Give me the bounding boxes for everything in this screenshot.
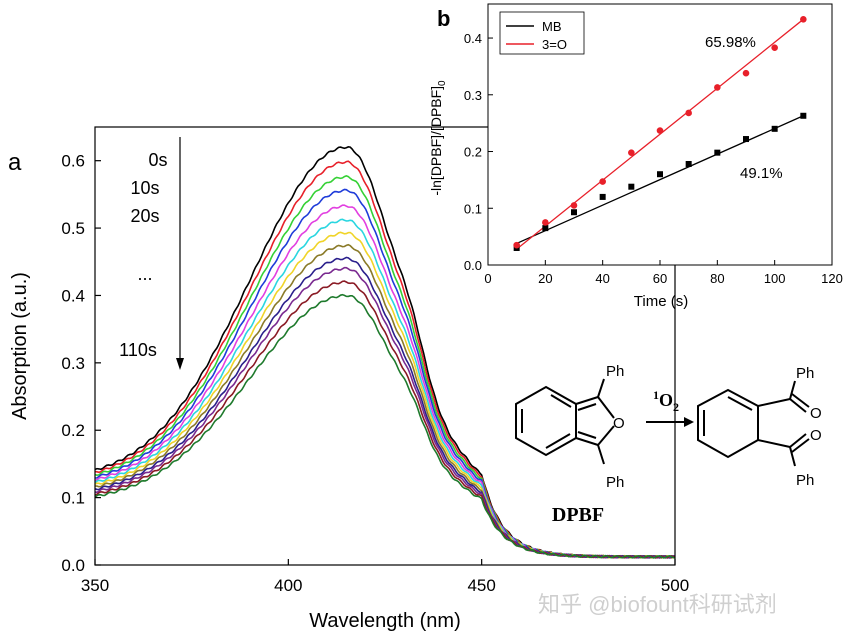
panel-a-y-ticks: 0.0 0.1 0.2 0.3 0.4 0.5 0.6 (61, 152, 101, 575)
panel-a: 350 400 450 500 0.00.10.20.30.40.50.6 a Wav… (8, 126, 689, 632)
panel-b-y-ticks: 0.0 0.1 0.2 0.3 0.4 (464, 31, 493, 273)
panel-a-x-ticks: 350 400 450 500 (81, 559, 689, 595)
data-point-3o (570, 202, 578, 209)
panel-b-label: b (437, 6, 450, 31)
singlet-oxygen-label: 1O2 (653, 388, 679, 414)
panel-b-y-axis-label: -ln[DPBF]/[DPBF]0 (428, 80, 448, 196)
data-point-mb (771, 125, 778, 132)
data-point-3o (714, 84, 721, 91)
panel-a-y-tick-label: 0.5 (61, 219, 85, 238)
watermark: 知乎 @biofount科研试剂 (538, 592, 777, 617)
time-label-1: 10s (130, 178, 159, 198)
panel-a-y-tick-label: 0.0 (61, 556, 85, 575)
singlet-oxygen-symbol: O (659, 390, 673, 410)
data-point-mb (685, 161, 692, 168)
panel-b-y-tick-label: 0.2 (464, 145, 482, 160)
panel-b-legend: MB 3=O (499, 11, 585, 55)
panel-b-x-tick-label: 60 (653, 271, 667, 286)
spectrum-curve-10 (94, 280, 676, 559)
panel-a-y-tick-label: 0.2 (61, 421, 85, 440)
data-point-mb (599, 193, 606, 200)
scheme-labels: Ph Ph O DPBF 1O2 Ph Ph O O (552, 363, 822, 526)
reaction-scheme (515, 378, 810, 467)
panel-a-y-tick-label: 0.3 (61, 354, 85, 373)
panel-b-x-tick-label: 40 (595, 271, 609, 286)
panel-b-x-axis-label: Time (s) (634, 293, 688, 310)
product-ph-top: Ph (796, 365, 814, 382)
data-point-3o (513, 241, 520, 249)
panel-a-x-tick-label: 500 (661, 576, 689, 595)
legend-label-mb: MB (542, 19, 562, 34)
product-ph-bottom: Ph (796, 472, 814, 489)
product-carbonyl-o-bottom: O (810, 427, 822, 444)
data-point-mb (800, 112, 807, 119)
data-point-mb (628, 183, 635, 190)
panel-b-y-tick-label: 0.3 (464, 88, 482, 103)
product-carbonyl-o-top: O (810, 405, 822, 422)
time-label-0: 0s (148, 150, 167, 170)
singlet-oxygen-superscript: 1 (653, 388, 659, 402)
panel-b-x-ticks: 0 20 40 60 80 100 120 (484, 260, 843, 286)
reaction-arrow (646, 417, 694, 427)
data-point-3o (599, 178, 606, 185)
singlet-oxygen-subscript: 2 (673, 400, 679, 414)
data-point-3o (800, 16, 807, 23)
panel-a-y-tick-label: 0.1 (61, 489, 85, 508)
legend-box (499, 11, 585, 55)
spectrum-curve-11 (94, 293, 676, 559)
panel-a-label: a (8, 149, 22, 176)
time-label-4: 110s (119, 340, 157, 360)
panel-b-x-tick-label: 0 (484, 271, 491, 286)
dpbf-structure (515, 378, 615, 465)
data-point-mb (542, 225, 549, 232)
data-point-3o (685, 109, 692, 117)
panel-a-x-axis-label: Wavelength (nm) (309, 610, 461, 632)
panel-a-x-tick-label: 350 (81, 576, 109, 595)
time-arrow (176, 137, 184, 370)
fit-line-0 (516, 115, 804, 245)
kinetics-points (513, 16, 807, 251)
spectra-curves (94, 146, 676, 559)
panel-a-y-tick-label: 0.4 (61, 286, 85, 305)
panel-b-y-tick-label: 0.1 (464, 201, 482, 216)
panel-b-y-tick-label: 0.4 (464, 31, 482, 46)
panel-b-x-tick-label: 100 (764, 271, 786, 286)
data-point-3o (656, 127, 664, 134)
panel-a-y-axis-label: Absorption (a.u.) (9, 272, 31, 420)
panel-a-x-tick-label: 450 (467, 576, 495, 595)
time-label-2: 20s (130, 206, 159, 226)
data-point-mb (743, 136, 749, 143)
panel-b-y-axis-label-subscript: 0 (437, 80, 448, 86)
kinetics-fits (516, 18, 804, 250)
panel-b-x-tick-label: 20 (538, 271, 552, 286)
data-point-3o (771, 44, 778, 51)
panel-b: 0 20 40 60 80 100 120 0.0 0.1 0.2 0.3 0.4 b Time (… (428, 3, 843, 310)
data-point-mb (714, 149, 721, 156)
data-point-mb (571, 209, 577, 216)
time-label-3: ... (137, 264, 152, 284)
panel-a-plot-frame (94, 126, 676, 566)
data-point-3o (742, 69, 750, 77)
panel-b-x-tick-label: 80 (710, 271, 724, 286)
annotation-mb-efficiency: 49.1% (740, 165, 783, 182)
data-point-3o (542, 219, 549, 226)
dpbf-name: DPBF (552, 504, 604, 526)
product-structure (697, 380, 810, 467)
dpbf-furan-oxygen: O (613, 415, 625, 432)
panel-a-y-tick-label: 0.6 (61, 152, 85, 171)
panel-b-y-axis-label-main: -ln[DPBF]/[DPBF] (428, 86, 444, 196)
dpbf-ph-bottom: Ph (606, 474, 624, 491)
panel-b-x-tick-label: 120 (821, 271, 843, 286)
dpbf-ph-top: Ph (606, 363, 624, 380)
legend-label-3o: 3=O (542, 37, 567, 52)
annotation-3o-efficiency: 65.98% (705, 34, 756, 51)
data-point-3o (628, 149, 635, 156)
fit-line-1 (516, 18, 804, 250)
data-point-mb (657, 171, 663, 178)
panel-b-y-tick-label: 0.0 (464, 258, 482, 273)
panel-a-x-tick-label: 400 (274, 576, 302, 595)
svg-text:-ln[DPBF]/[DPBF]0: -ln[DPBF]/[DPBF]0 (428, 80, 448, 196)
